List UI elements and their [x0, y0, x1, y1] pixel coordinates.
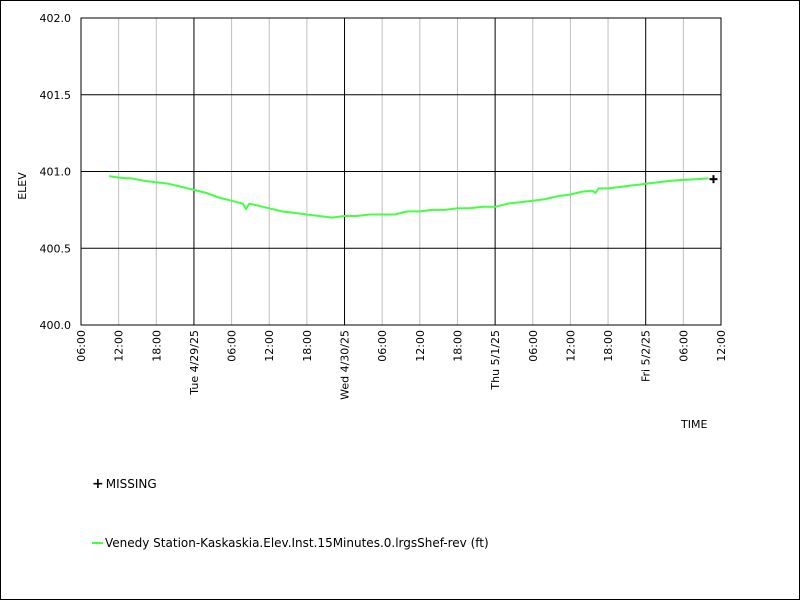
y-tick-label: 402.0	[40, 12, 72, 25]
x-tick-label: 18:00	[301, 330, 314, 362]
x-tick-label: Fri 5/2/25	[640, 330, 653, 382]
x-tick-label: 18:00	[602, 330, 615, 362]
x-tick-label: 12:00	[263, 330, 276, 362]
missing-marker	[709, 175, 718, 184]
x-tick-label: 12:00	[414, 330, 427, 362]
missing-marker-layer	[709, 175, 718, 184]
x-tick-label: 18:00	[150, 330, 163, 362]
x-tick-label: 06:00	[376, 330, 389, 362]
y-tick-label: 400.0	[40, 319, 72, 332]
series-line-icon	[92, 542, 103, 544]
x-tick-label: 12:00	[113, 330, 126, 362]
x-axis-ticks: 06:00 12:00 18:00 Tue 4/29/25 06:00 12:00 18:0…	[75, 330, 728, 400]
legend-series: Venedy Station-Kaskaskia.Elev.Inst.15Min…	[92, 536, 489, 550]
x-tick-label: 18:00	[451, 330, 464, 362]
missing-plus-icon: +	[92, 476, 104, 492]
legend-missing: + MISSING	[92, 477, 157, 491]
x-tick-label: 12:00	[715, 330, 728, 362]
x-tick-label: 06:00	[226, 330, 239, 362]
y-tick-label: 400.5	[40, 242, 72, 255]
y-tick-label: 401.5	[40, 89, 72, 102]
y-axis-title: ELEV	[16, 172, 29, 200]
y-axis-ticks: 400.0 400.5 401.0 401.5 402.0	[40, 12, 72, 332]
legend-missing-label: MISSING	[105, 477, 157, 491]
x-tick-label: Tue 4/29/25	[188, 330, 201, 396]
y-tick-label: 401.0	[40, 166, 72, 179]
grid-layer	[80, 17, 722, 326]
x-tick-label: Wed 4/30/25	[339, 330, 352, 400]
x-tick-label: Thu 5/1/25	[489, 330, 502, 391]
x-axis-title: TIME	[680, 418, 707, 431]
x-tick-label: 06:00	[527, 330, 540, 362]
x-tick-label: 06:00	[677, 330, 690, 362]
series-line	[109, 175, 709, 219]
x-tick-label: 12:00	[564, 330, 577, 362]
x-tick-label: 06:00	[75, 330, 88, 362]
plot-area	[80, 17, 722, 326]
legend-series-label: Venedy Station-Kaskaskia.Elev.Inst.15Min…	[105, 536, 489, 550]
series-layer	[109, 175, 709, 219]
